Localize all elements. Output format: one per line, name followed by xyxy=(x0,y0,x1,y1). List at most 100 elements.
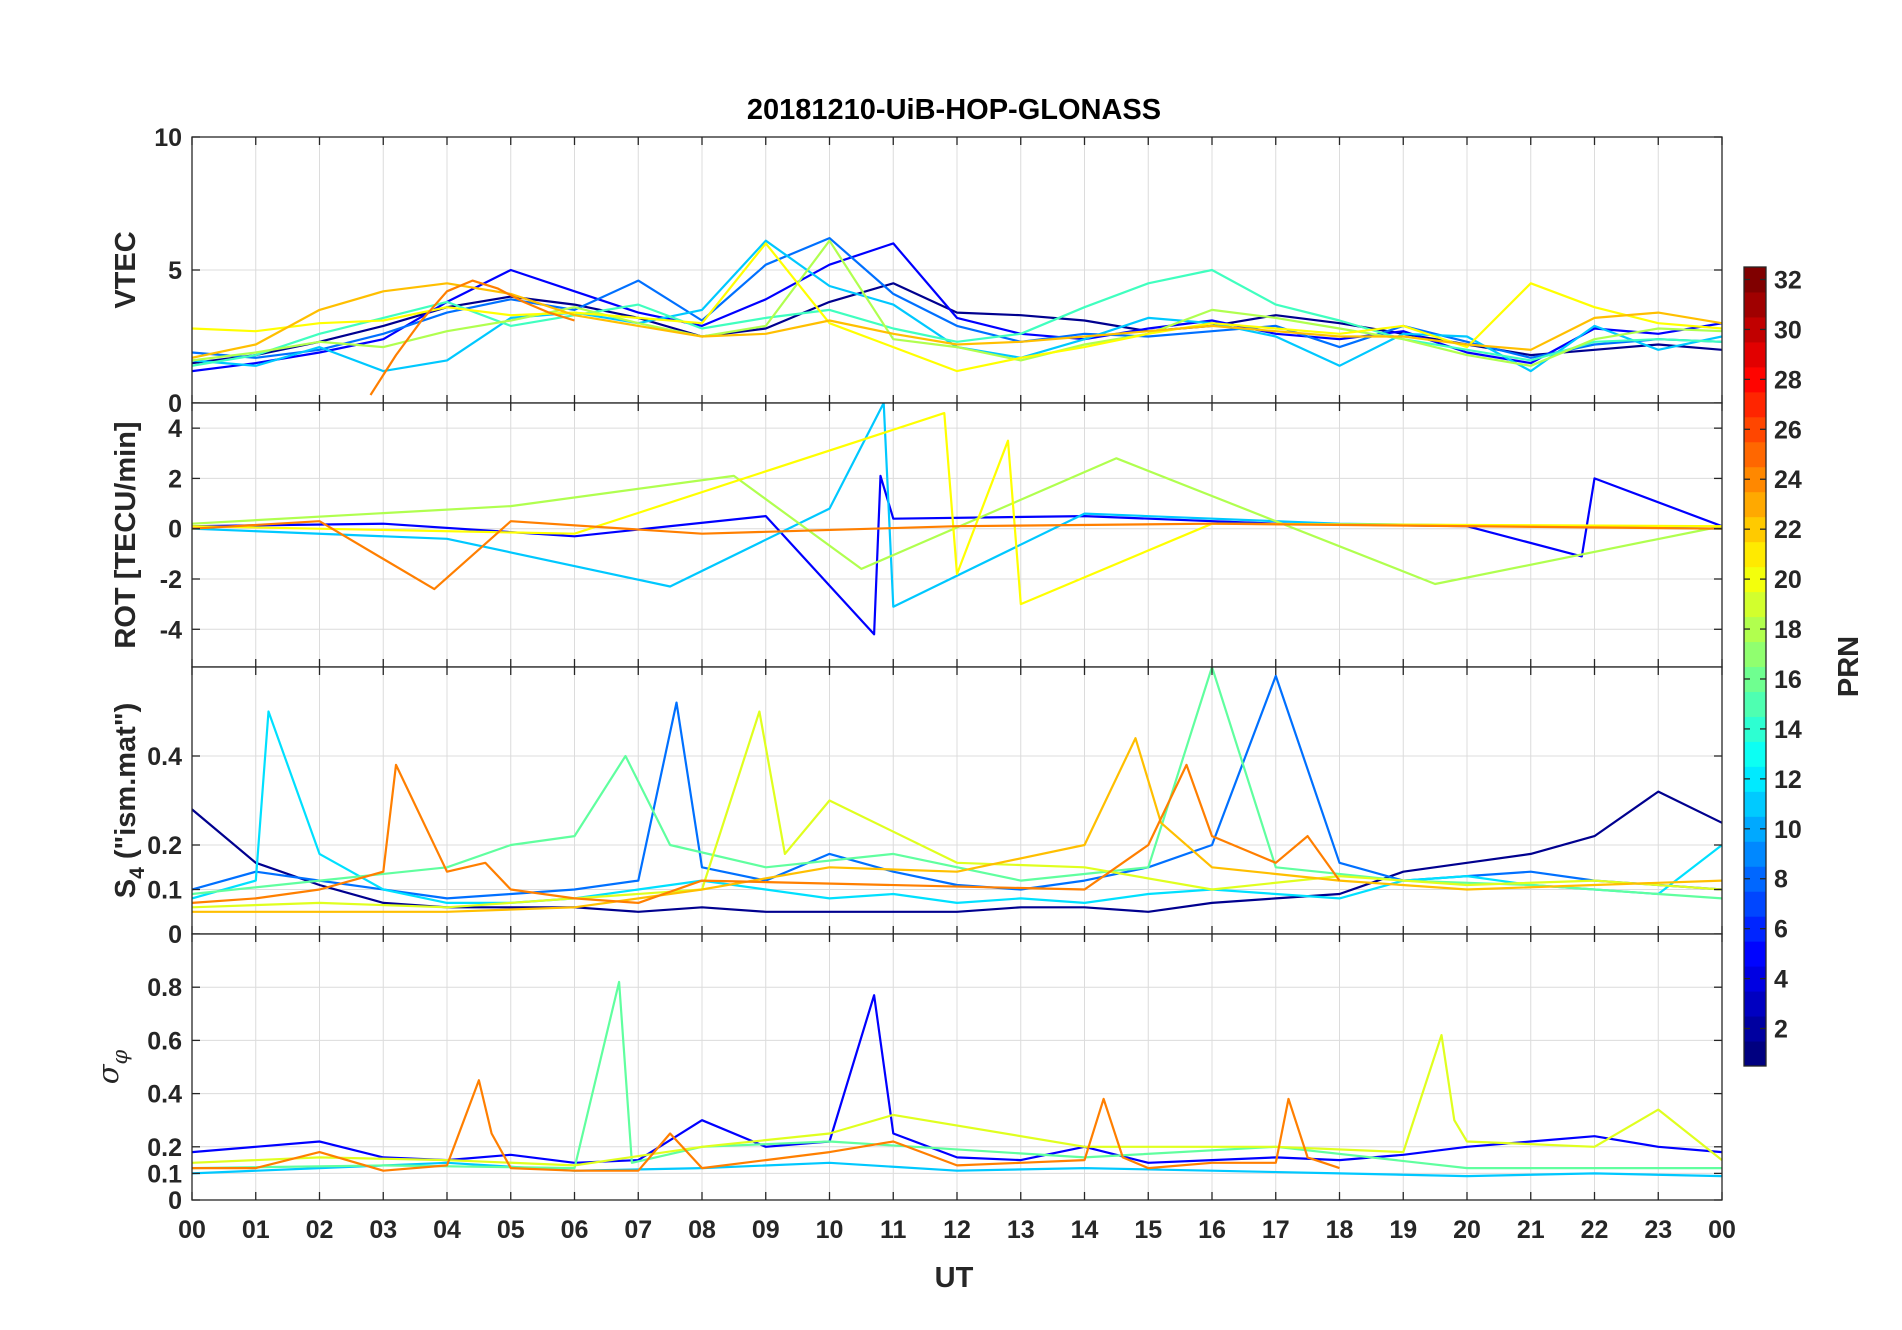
panel-sigma_phi: 00.10.2 0.4 0.6 0.8 σφ xyxy=(91,933,1723,1215)
x-tick-label: 10 xyxy=(816,1216,844,1244)
y-tick-label: 0.2 xyxy=(147,832,182,860)
series-line-prn-18 xyxy=(192,239,1722,367)
colorbar-swatch xyxy=(1744,716,1766,742)
series-line-prn-24 xyxy=(192,520,1722,591)
x-tick-label: 01 xyxy=(242,1216,270,1244)
panel-frame xyxy=(191,933,1723,1201)
colorbar-swatch xyxy=(1744,616,1766,643)
y-tick-label: 0.2 xyxy=(147,1134,182,1162)
x-axis-label: UT xyxy=(935,1262,974,1294)
colorbar-swatch xyxy=(1744,741,1766,767)
series-line-prn-20 xyxy=(192,242,1722,373)
colorbar-tick-label: 22 xyxy=(1774,516,1802,544)
y-axis-label-main: σ xyxy=(91,1063,125,1084)
x-tick-label: 14 xyxy=(1071,1216,1099,1244)
y-axis-label-sub: 4 xyxy=(126,867,149,879)
colorbar-label: PRN xyxy=(1833,636,1865,697)
colorbar-swatch xyxy=(1744,966,1766,992)
panel-s4: 00.10.20.4S4 ("ism.mat") xyxy=(110,666,1723,949)
x-tick-label: 11 xyxy=(880,1216,907,1244)
colorbar-swatch xyxy=(1744,1041,1766,1067)
colorbar-tick-label: 28 xyxy=(1774,366,1802,394)
x-tick-label: 18 xyxy=(1326,1216,1354,1244)
colorbar-tick-label: 26 xyxy=(1774,416,1802,444)
series-line-prn-11 xyxy=(192,403,1722,608)
x-tick-label: 21 xyxy=(1517,1216,1545,1244)
y-axis-label-main: S xyxy=(110,879,142,898)
colorbar-swatch xyxy=(1744,766,1766,792)
y-axis-label: σφ xyxy=(91,1049,132,1084)
x-tick-label: 12 xyxy=(943,1216,971,1244)
chart-title: 20181210-UiB-HOP-GLONASS xyxy=(747,94,1161,126)
panel-rot: -4 -2 0 2 4 ROT [TECU/min] xyxy=(110,402,1723,668)
colorbar-tick-label: 10 xyxy=(1774,816,1802,844)
y-tick-label: 0.8 xyxy=(147,974,182,1002)
colorbar-swatch xyxy=(1744,391,1766,418)
colorbar-swatch xyxy=(1744,466,1766,493)
colorbar-tick-label: 16 xyxy=(1774,666,1802,694)
colorbar-swatch xyxy=(1744,991,1766,1017)
y-tick-label: 4 xyxy=(168,415,182,443)
y-tick-label: -2 xyxy=(160,566,182,594)
colorbar-tick-label: 4 xyxy=(1774,966,1788,994)
y-tick-label: 0.4 xyxy=(147,743,182,771)
series-line-prn-19 xyxy=(192,1033,1722,1167)
series-line-prn-16 xyxy=(192,667,1722,900)
colorbar-swatch xyxy=(1744,841,1766,867)
colorbar-swatch xyxy=(1744,941,1766,967)
colorbar-frame xyxy=(1743,266,1767,1067)
panel-series xyxy=(192,237,1722,396)
colorbar-tick-label: 20 xyxy=(1774,566,1802,594)
colorbar-tick-label: 30 xyxy=(1774,316,1802,344)
colorbar-swatch xyxy=(1744,441,1766,468)
colorbar-swatch xyxy=(1744,416,1766,443)
series-line-prn-12 xyxy=(192,710,1722,905)
series-line-prn-22 xyxy=(192,737,1722,913)
y-tick-label: 0.1 xyxy=(147,877,182,905)
y-tick-label: -4 xyxy=(160,616,182,644)
x-tick-label: 05 xyxy=(497,1216,525,1244)
colorbar-swatch xyxy=(1744,891,1766,917)
x-tick-label: 15 xyxy=(1134,1216,1162,1244)
y-tick-label: 0 xyxy=(168,390,182,418)
colorbar-swatch xyxy=(1744,666,1766,692)
y-tick-label: 10 xyxy=(154,124,182,152)
x-tick-label: 16 xyxy=(1198,1216,1226,1244)
y-axis-label: S4 ("ism.mat") xyxy=(110,703,149,899)
colorbar-tick-label: 8 xyxy=(1774,866,1788,894)
colorbar-swatch xyxy=(1744,566,1766,593)
colorbar-swatch xyxy=(1744,541,1766,568)
y-tick-label: 0.4 xyxy=(147,1081,182,1109)
x-tick-label: 07 xyxy=(624,1216,652,1244)
series-line-prn-22 xyxy=(192,282,1722,359)
panel-series xyxy=(192,667,1722,913)
y-tick-label: 0.6 xyxy=(147,1027,182,1055)
colorbar-swatch xyxy=(1744,866,1766,892)
series-line-prn-24 xyxy=(192,1079,1340,1172)
x-tick-label: 03 xyxy=(369,1216,397,1244)
colorbar-swatch xyxy=(1744,816,1766,842)
series-line-prn-24 xyxy=(369,279,575,396)
x-tick-label: 06 xyxy=(561,1216,589,1244)
y-axis-label: VTEC xyxy=(110,231,142,308)
x-tick-label: 00 xyxy=(1708,1216,1736,1244)
y-tick-label: 2 xyxy=(168,465,182,493)
y-axis-label-rest: ("ism.mat") xyxy=(110,703,142,867)
x-axis: 00 01 02 03 04 05 06 07 08 09 10 11 12 13 14 15 16 17 18 19… xyxy=(178,1216,1736,1244)
colorbar-swatch xyxy=(1744,516,1766,543)
series-line-prn-18 xyxy=(192,457,1722,586)
x-tick-label: 23 xyxy=(1644,1216,1672,1244)
colorbar-tick-label: 18 xyxy=(1774,616,1802,644)
series-line-prn-15 xyxy=(192,268,1722,367)
x-tick-label: 19 xyxy=(1389,1216,1417,1244)
colorbar-swatch xyxy=(1744,291,1766,318)
colorbar-swatch xyxy=(1744,691,1766,717)
colorbar-swatch xyxy=(1744,916,1766,942)
colorbar-swatch xyxy=(1744,791,1766,817)
colorbar-swatch xyxy=(1744,341,1766,368)
series-line-prn-4 xyxy=(192,474,1722,636)
x-tick-label: 22 xyxy=(1581,1216,1609,1244)
